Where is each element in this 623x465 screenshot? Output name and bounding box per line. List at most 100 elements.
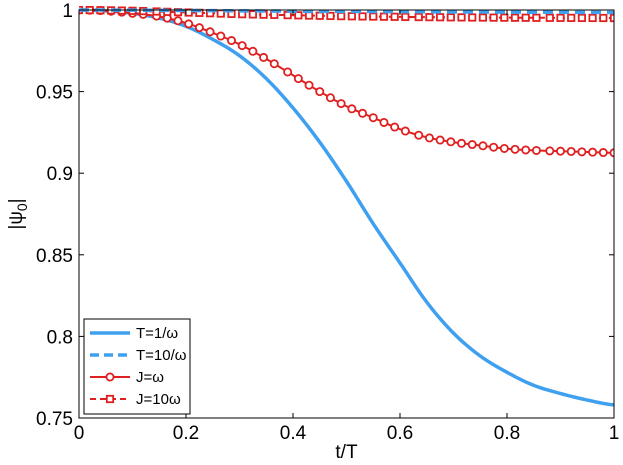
series-marker-circle xyxy=(446,137,456,147)
series-marker-circle xyxy=(205,27,215,37)
series-marker-circle xyxy=(414,130,424,140)
series-marker-circle xyxy=(283,67,293,77)
series-clip-group xyxy=(79,6,614,407)
x-tick-label: 1 xyxy=(609,423,620,444)
series-marker-circle xyxy=(194,23,204,33)
legend-entry-label: J=ω xyxy=(136,369,164,386)
plot-area-frame xyxy=(78,9,615,419)
legend-swatch-marker xyxy=(105,394,115,404)
legend-entry-label: J=10ω xyxy=(136,391,181,408)
series-marker-circle xyxy=(499,143,509,153)
series-marker-circle xyxy=(293,74,303,84)
series-marker-circle xyxy=(315,87,325,97)
series-marker-square xyxy=(401,12,410,22)
series-marker-square xyxy=(152,7,161,16)
series-marker-circle xyxy=(248,46,258,56)
series-marker-square xyxy=(478,13,488,22)
series-marker-circle xyxy=(566,146,576,156)
series-marker-circle xyxy=(379,117,389,127)
x-tick-label: 0.6 xyxy=(387,423,413,444)
y-axis-label-main: |ψ xyxy=(6,211,27,229)
legend-swatch-marker xyxy=(105,372,115,382)
series-marker-square xyxy=(184,8,193,17)
series-marker-circle xyxy=(336,99,346,109)
series-marker-circle xyxy=(545,146,555,156)
ticks-layer: 0 0.2 0.4 0.6 0.8 1 0.75 0.8 0.85 0.9 0.95 1 xyxy=(36,1,619,444)
series-marker-square xyxy=(577,13,587,23)
y-tick-label: 0.85 xyxy=(36,246,73,267)
series-marker-circle xyxy=(556,146,566,156)
series-marker-square xyxy=(489,13,498,22)
series-marker-circle xyxy=(368,113,378,123)
series-marker-circle xyxy=(577,147,587,157)
series-marker-circle xyxy=(304,80,314,90)
series-marker-square xyxy=(545,13,554,22)
series-marker-circle xyxy=(400,126,410,136)
series-marker-circle xyxy=(588,147,598,157)
series-marker-square xyxy=(446,13,455,22)
series-marker-circle xyxy=(237,41,247,51)
series-marker-square xyxy=(283,11,292,20)
series-marker-circle xyxy=(325,93,335,103)
series-marker-square xyxy=(390,12,399,21)
y-axis-label-bar: | xyxy=(6,198,27,203)
series-marker-square xyxy=(248,10,257,19)
series-marker-circle xyxy=(358,108,368,118)
series-marker-circle xyxy=(424,133,434,143)
series-marker-square xyxy=(556,13,565,22)
legend-entry-label: T=1/ω xyxy=(136,325,178,342)
x-tick-label: 0.4 xyxy=(280,423,307,444)
series-marker-circle xyxy=(510,144,520,154)
series-marker-circle xyxy=(259,52,269,62)
y-tick-label: 0.8 xyxy=(47,327,73,348)
series-marker-circle xyxy=(531,145,541,155)
y-axis-label: |ψ0| xyxy=(6,198,30,229)
series-marker-square xyxy=(436,13,445,22)
series-marker-square xyxy=(358,12,367,21)
series-marker-square xyxy=(500,13,509,22)
series-marker-circle xyxy=(184,19,194,29)
series-marker-circle xyxy=(216,31,226,41)
series-marker-square xyxy=(315,11,324,20)
x-tick-label: 0.8 xyxy=(494,423,520,444)
series-marker-square xyxy=(532,13,541,22)
series-marker-square xyxy=(304,11,314,20)
series-marker-circle xyxy=(226,36,236,46)
series-marker-square xyxy=(468,13,477,22)
series-marker-circle xyxy=(467,140,477,150)
x-tick-label: 0.2 xyxy=(173,423,199,444)
series-marker-square xyxy=(567,13,576,22)
series-marker-square xyxy=(425,13,434,22)
series-marker-square xyxy=(337,12,346,21)
series-marker-square xyxy=(457,13,466,22)
series-marker-square xyxy=(414,12,423,22)
series-marker-square xyxy=(599,13,608,23)
series-marker-circle xyxy=(489,142,499,152)
series-marker-circle xyxy=(598,148,608,158)
series-marker-square xyxy=(588,13,597,23)
y-axis-label-subscript: 0 xyxy=(14,203,30,211)
series-marker-square xyxy=(379,12,389,21)
series-marker-circle xyxy=(390,122,400,132)
legend-entry-label: T=10/ω xyxy=(136,347,187,364)
series-marker-square xyxy=(510,13,520,22)
y-tick-label: 1 xyxy=(62,1,73,22)
series-marker-circle xyxy=(521,145,531,155)
y-tick-label: 0.75 xyxy=(36,409,73,430)
series-marker-square xyxy=(294,11,303,20)
series-marker-square xyxy=(326,11,335,21)
series-marker-circle xyxy=(435,135,445,145)
series-marker-circle xyxy=(609,148,614,158)
y-tick-label: 0.95 xyxy=(36,83,73,104)
x-tick-label: 0 xyxy=(74,423,85,444)
series-marker-square xyxy=(521,13,530,22)
legend: T=1/ω T=10/ω J=ω J=10ω xyxy=(83,318,191,415)
x-axis-label: t/T xyxy=(335,442,358,463)
series-layer xyxy=(79,6,614,407)
series-marker-circle xyxy=(173,16,183,26)
series-marker-circle xyxy=(457,138,467,148)
series-marker-circle xyxy=(478,141,488,151)
series-marker-circle xyxy=(269,59,279,69)
y-tick-label: 0.9 xyxy=(47,164,73,185)
